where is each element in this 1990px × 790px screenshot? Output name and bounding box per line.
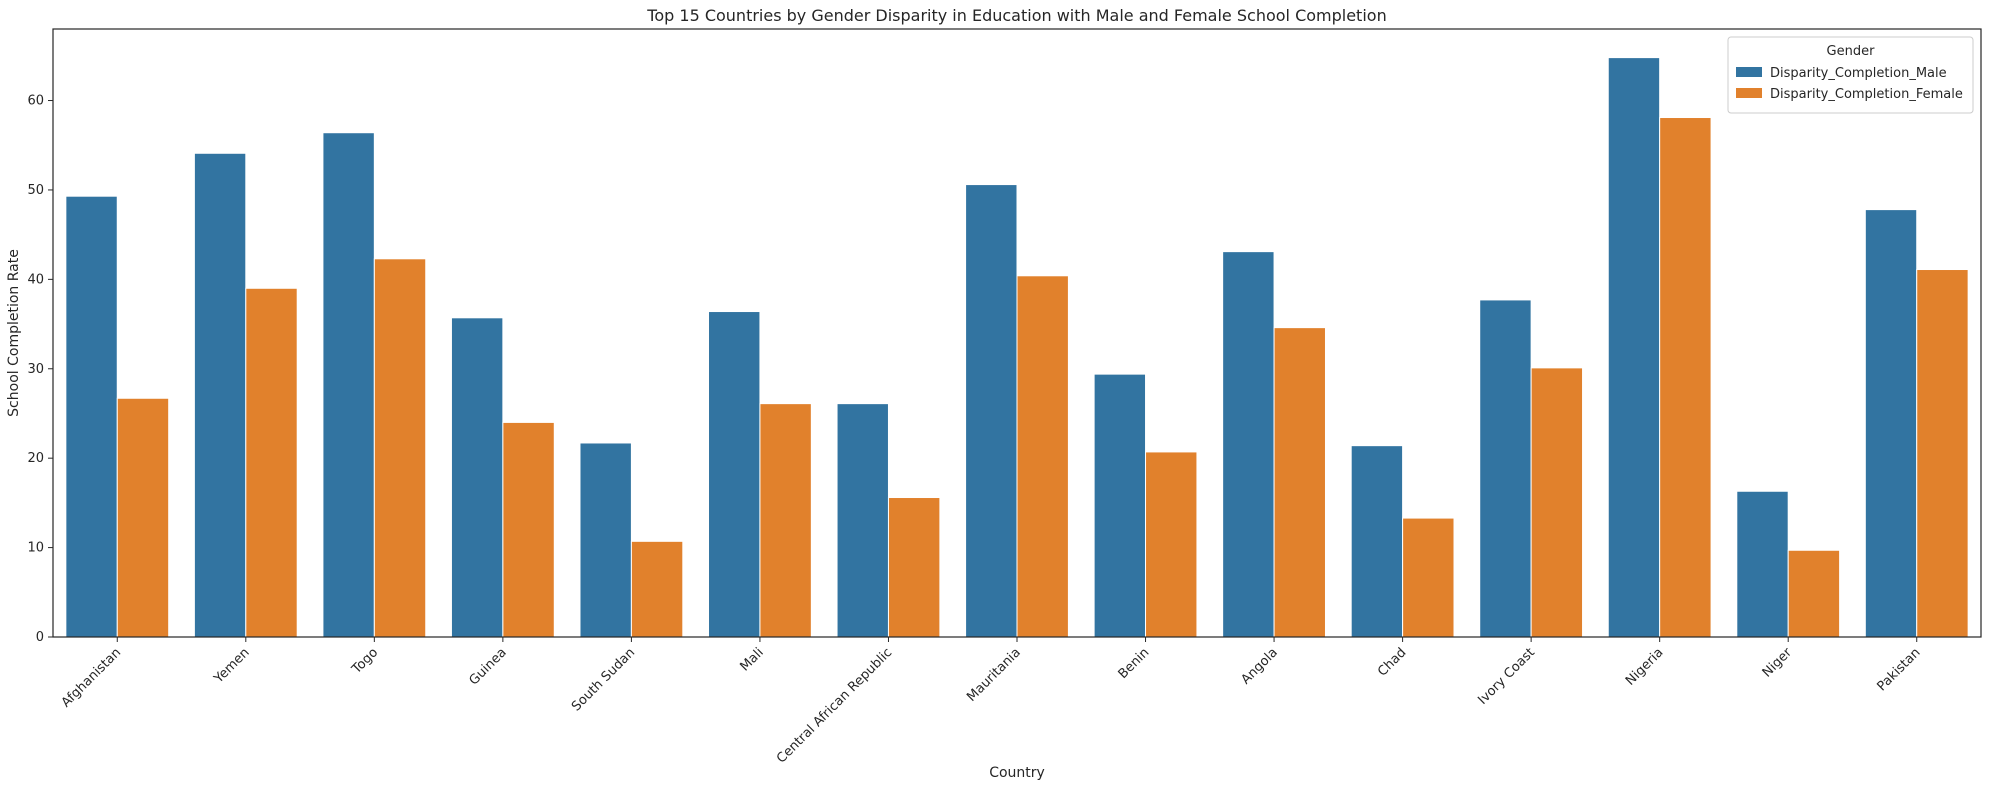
bar-male-niger — [1736, 490, 1789, 638]
legend-swatch — [1736, 67, 1762, 77]
x-tick-label: Pakistan — [1874, 645, 1923, 694]
y-tick-label: 50 — [27, 183, 44, 198]
bar-male-angola — [1222, 251, 1275, 638]
legend-label: Disparity_Completion_Male — [1770, 66, 1947, 81]
bar-female-benin — [1145, 451, 1198, 638]
y-tick-label: 60 — [27, 94, 44, 109]
x-tick-label: Afghanistan — [59, 645, 124, 710]
bar-female-pakistan — [1916, 269, 1969, 638]
chart-title: Top 15 Countries by Gender Disparity in … — [646, 6, 1386, 25]
bar-female-chad — [1402, 517, 1455, 638]
legend: Gender Disparity_Completion_MaleDisparit… — [1727, 36, 1974, 114]
legend-items: Disparity_Completion_Male Disparity_Compl… — [1736, 66, 1963, 102]
bar-male-south-sudan — [579, 442, 632, 638]
y-tick-label: 0 — [36, 630, 44, 645]
bar-female-afghanistan — [116, 397, 170, 638]
x-tick-label: Ivory Coast — [1475, 645, 1538, 708]
x-tick-label: Guinea — [466, 645, 509, 688]
bar-male-benin — [1093, 373, 1147, 638]
bar-male-mali — [708, 311, 761, 638]
bar-female-niger — [1787, 549, 1841, 638]
x-tick-label: Nigeria — [1623, 645, 1666, 688]
bar-female-guinea — [502, 421, 555, 638]
bar-male-ivory-coast — [1479, 299, 1532, 638]
bar-female-mali — [759, 403, 812, 638]
bar-female-mauritania — [1016, 275, 1069, 638]
x-tick-label: Togo — [349, 645, 381, 677]
bar-male-mauritania — [965, 184, 1018, 638]
bar-male-togo — [322, 132, 375, 638]
y-axis: 0 10 20 30 40 50 60 — [27, 94, 53, 645]
y-axis-title: School Completion Rate — [6, 249, 22, 417]
bar-female-angola — [1273, 327, 1326, 638]
bar-male-afghanistan — [65, 195, 118, 638]
x-tick-label: Chad — [1375, 645, 1409, 679]
x-tick-label: Mali — [737, 645, 766, 674]
bar-female-yemen — [245, 287, 298, 638]
bars-layer — [65, 57, 1969, 638]
bar-female-central-african-republic — [887, 497, 941, 638]
bar-male-yemen — [193, 152, 247, 638]
bar-male-chad — [1350, 445, 1404, 638]
x-tick-label: Niger — [1760, 645, 1796, 681]
legend-title: Gender — [1827, 44, 1876, 59]
y-tick-label: 30 — [27, 362, 44, 377]
x-tick-label: Benin — [1116, 645, 1153, 682]
bar-female-nigeria — [1659, 117, 1712, 638]
legend-label: Disparity_Completion_Female — [1770, 87, 1963, 102]
y-tick-label: 10 — [27, 541, 44, 556]
bar-male-nigeria — [1607, 57, 1661, 638]
bar-female-south-sudan — [630, 540, 684, 638]
legend-box — [1727, 36, 1974, 114]
legend-swatch — [1736, 88, 1762, 98]
x-axis: Afghanistan Yemen Togo Guinea South Sudan Mal… — [59, 637, 1924, 766]
bar-female-togo — [373, 258, 427, 638]
x-tick-label: Yemen — [211, 645, 253, 687]
x-tick-label: Mauritania — [964, 645, 1024, 705]
x-tick-label: Angola — [1239, 645, 1281, 687]
y-tick-label: 20 — [27, 451, 44, 466]
x-axis-title: Country — [989, 765, 1045, 781]
x-tick-label: Central African Republic — [774, 645, 895, 766]
bar-male-central-african-republic — [836, 403, 889, 638]
bar-female-ivory-coast — [1530, 367, 1584, 638]
bar-male-pakistan — [1864, 209, 1918, 638]
x-tick-label: South Sudan — [569, 645, 638, 714]
y-tick-label: 40 — [27, 272, 44, 287]
bar-male-guinea — [450, 317, 504, 638]
